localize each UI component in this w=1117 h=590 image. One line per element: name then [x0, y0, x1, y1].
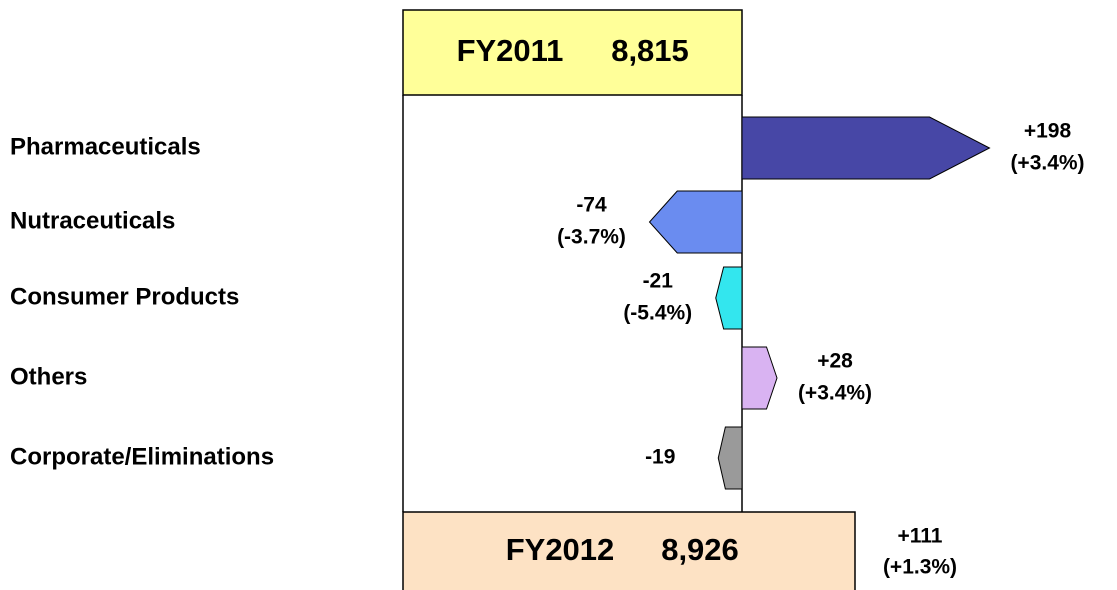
- start-value: 8,815: [611, 33, 689, 68]
- category-label: Consumer Products: [10, 283, 239, 310]
- value-label: -19: [645, 446, 675, 469]
- end-label: FY2012: [506, 532, 615, 567]
- end-box: [402, 511, 856, 590]
- category-label: Others: [10, 363, 87, 390]
- pct-label: (+3.4%): [798, 382, 872, 405]
- category-label: Nutraceuticals: [10, 207, 175, 234]
- bar: [715, 266, 743, 330]
- start-label: FY2011: [457, 33, 564, 68]
- end-pct: (+1.3%): [883, 556, 957, 579]
- bar: [648, 190, 743, 254]
- value-label: +28: [817, 350, 853, 373]
- end-change: +111: [898, 525, 943, 548]
- pct-label: (-5.4%): [623, 302, 692, 325]
- value-label: -74: [576, 194, 607, 217]
- value-label: +198: [1024, 120, 1072, 143]
- start-box: [402, 9, 743, 96]
- end-value: 8,926: [661, 532, 739, 567]
- pct-label: (-3.7%): [557, 226, 626, 249]
- category-label: Corporate/Eliminations: [10, 443, 274, 470]
- pct-label: (+3.4%): [1010, 152, 1084, 175]
- category-label: Pharmaceuticals: [10, 133, 201, 160]
- value-label: -21: [643, 270, 674, 293]
- bar: [741, 346, 778, 410]
- bar: [717, 426, 743, 490]
- bar: [741, 116, 991, 180]
